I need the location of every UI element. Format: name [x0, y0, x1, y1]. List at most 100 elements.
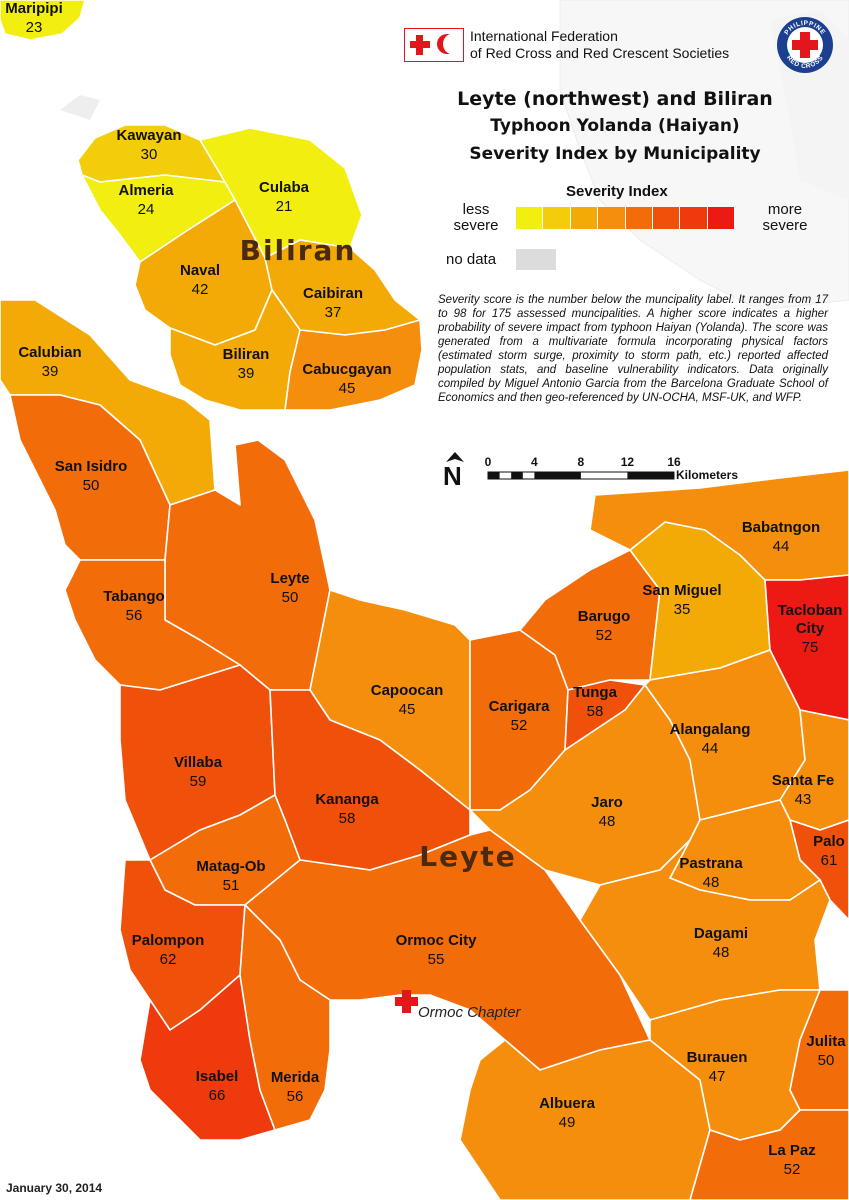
background-islet — [60, 95, 100, 120]
municipality-name-palo: Palo — [813, 833, 845, 850]
legend-less-label: less severe — [453, 201, 499, 234]
municipality-score-alangalang: 44 — [702, 740, 719, 757]
legend-title: Severity Index — [566, 183, 668, 200]
ifrc-logo — [404, 28, 464, 62]
municipality-name-biliran: Biliran — [223, 346, 270, 363]
municipality-name-maripipi: Maripipi — [5, 0, 63, 17]
legend-nodata-swatch — [516, 249, 556, 270]
municipality-score-santa-fe: 43 — [795, 791, 812, 808]
municipality-score-julita: 50 — [818, 1052, 835, 1069]
municipality-score-palo: 61 — [821, 852, 838, 869]
municipality-name-jaro: Jaro — [591, 794, 623, 811]
map-date: January 30, 2014 — [6, 1181, 103, 1195]
municipality-score-merida: 56 — [287, 1088, 304, 1105]
background-land — [559, 0, 849, 311]
region-albuera[interactable] — [459, 1039, 711, 1200]
methodology-note: Severity score is the number below the m… — [438, 294, 828, 404]
municipality-score-san-isidro: 50 — [83, 477, 100, 494]
scale-tick-label: 0 — [485, 455, 492, 469]
philippine-red-cross-logo: PHILIPPINE RED CROSS — [775, 15, 835, 75]
municipality-name-san-miguel: San Miguel — [642, 582, 721, 599]
municipality-name-babatngon: Babatngon — [742, 519, 820, 536]
municipality-score-maripipi: 23 — [26, 19, 43, 36]
north-arrow-icon: N — [442, 452, 468, 491]
municipality-labels: Maripipi 23 Kawayan 30 Almeria 24 Culaba 21 Nava… — [5, 0, 846, 1178]
municipality-name-palompon: Palompon — [132, 932, 205, 949]
municipality-name-culaba: Culaba — [259, 179, 310, 196]
region-maripipi[interactable] — [0, 0, 86, 41]
municipality-name-capoocan: Capoocan — [371, 682, 444, 699]
region-la-paz[interactable] — [689, 1109, 849, 1200]
municipality-score-culaba: 21 — [276, 198, 293, 215]
legend-color-ramp — [516, 207, 734, 229]
municipality-score-leyte: 50 — [282, 589, 299, 606]
map-subtitle-2: Severity Index by Municipality — [469, 144, 761, 164]
scale-unit-label: Kilometers — [676, 468, 738, 482]
legend-swatch — [598, 207, 626, 229]
municipality-name-kawayan: Kawayan — [116, 127, 181, 144]
region-julita[interactable] — [789, 989, 849, 1111]
north-label: N — [443, 461, 462, 491]
municipality-name-calubian: Calubian — [18, 344, 81, 361]
municipality-score-dagami: 48 — [713, 944, 730, 961]
map-subtitle-1: Typhoon Yolanda (Haiyan) — [490, 116, 740, 136]
red-cross-icon[interactable] — [395, 990, 418, 1013]
municipality-score-capoocan: 45 — [399, 701, 416, 718]
municipality-score-pastrana: 48 — [703, 874, 720, 891]
municipality-score-barugo: 52 — [596, 627, 613, 644]
scale-tick-label: 4 — [531, 455, 538, 469]
region-dagami[interactable] — [579, 839, 831, 1021]
municipality-name-ormoc-city: Ormoc City — [396, 932, 478, 949]
org-name-line2: of Red Cross and Red Crescent Societies — [470, 45, 730, 61]
municipality-score-tunga: 58 — [587, 703, 604, 720]
municipality-score-san-miguel: 35 — [674, 601, 691, 618]
municipality-name-tacloban-city: Tacloban — [778, 602, 843, 619]
municipality-score-burauen: 47 — [709, 1068, 726, 1085]
legend-swatch — [625, 207, 653, 229]
scale-tick-label: 16 — [667, 455, 681, 469]
legend-nodata-label: no data — [446, 251, 497, 268]
municipality-name-merida: Merida — [271, 1069, 320, 1086]
municipality-score-matag-ob: 51 — [223, 877, 240, 894]
municipality-score-cabucgayan: 45 — [339, 380, 356, 397]
municipality-score-naval: 42 — [192, 281, 209, 298]
municipality-score-tabango: 56 — [126, 607, 143, 624]
municipality-score-babatngon: 44 — [773, 538, 790, 555]
municipality-name-tacloban-city: City — [796, 620, 825, 637]
municipality-score-palompon: 62 — [160, 951, 177, 968]
org-name: International Federation of Red Cross an… — [470, 28, 770, 62]
municipality-name-carigara: Carigara — [489, 698, 551, 715]
scale-tick-label: 8 — [578, 455, 585, 469]
municipality-name-tunga: Tunga — [573, 684, 618, 701]
municipality-name-pastrana: Pastrana — [679, 855, 743, 872]
municipality-name-barugo: Barugo — [578, 608, 631, 625]
region-merida[interactable] — [239, 904, 331, 1131]
ormoc-chapter-label: Ormoc Chapter — [418, 1004, 522, 1021]
map-title: Leyte (northwest) and Biliran — [457, 88, 773, 110]
municipality-name-caibiran: Caibiran — [303, 285, 363, 302]
municipality-score-villaba: 59 — [190, 773, 207, 790]
scale-bar: 0 4 8 12 16 Kilometers — [480, 452, 770, 486]
municipality-score-carigara: 52 — [511, 717, 528, 734]
municipality-score-isabel: 66 — [209, 1087, 226, 1104]
municipality-score-albuera: 49 — [559, 1114, 576, 1131]
municipality-name-dagami: Dagami — [694, 925, 748, 942]
legend-swatch — [543, 207, 571, 229]
municipality-name-almeria: Almeria — [118, 182, 174, 199]
municipality-score-kananga: 58 — [339, 810, 356, 827]
municipality-score-kawayan: 30 — [141, 146, 158, 163]
legend-swatch — [652, 207, 681, 229]
municipality-name-alangalang: Alangalang — [670, 721, 751, 738]
municipality-name-burauen: Burauen — [687, 1049, 748, 1066]
municipality-name-la-paz: La Paz — [768, 1142, 816, 1159]
island-label-biliran: Biliran — [240, 234, 357, 267]
municipality-score-caibiran: 37 — [325, 304, 342, 321]
legend-swatch — [570, 207, 599, 229]
municipality-score-la-paz: 52 — [784, 1161, 801, 1178]
region-cabucgayan[interactable] — [284, 319, 423, 411]
municipality-score-biliran: 39 — [238, 365, 255, 382]
municipality-name-matag-ob: Matag-Ob — [196, 858, 265, 875]
municipality-name-san-isidro: San Isidro — [55, 458, 128, 475]
municipality-score-tacloban-city: 75 — [802, 639, 819, 656]
